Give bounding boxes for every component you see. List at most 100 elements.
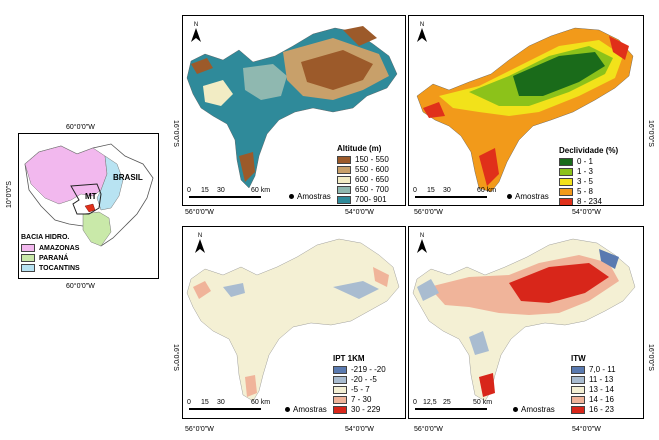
itw-map-panel: N ITW 7,0 - 11 11 - 13 13 - 14 14 - 16 1… [408,226,644,419]
inset-country-label: BRASIL [113,173,143,182]
itw-samples-legend: Amostras [513,405,555,414]
scale-tick: 15 [201,187,209,194]
altitude-lat-label: 16°0'0"S [172,120,179,147]
legend-swatch [333,386,347,394]
legend-swatch [559,198,573,205]
inset-legend-title: BACIA HIDRO. [21,234,70,241]
sample-dot-icon [285,407,290,412]
declividade-legend-title: Declividade (%) [559,146,619,155]
legend-label: 3 - 5 [577,177,594,186]
scale-tick: 0 [187,399,191,406]
legend-swatch [333,366,347,374]
legend-swatch [571,386,585,394]
scale-tick: 0 [413,187,417,194]
inset-legend-label: AMAZONAS [39,244,80,252]
declividade-map-panel: N Declividade (%) 0 - 1 1 - 3 3 - 5 5 - … [408,15,644,206]
legend-row: 3 - 5 [559,177,618,187]
north-label: N [419,22,425,28]
legend-row: 13 - 14 [571,385,616,395]
legend-row: 600 - 650 [337,175,389,185]
declividade-lon-right: 54°0'0"W [572,209,601,216]
legend-label: 16 - 23 [589,405,614,414]
legend-swatch [333,406,347,414]
ipt-samples-legend: Amostras [285,405,327,414]
scale-tick: 60 km [251,399,271,406]
legend-label: -20 - -5 [351,375,377,384]
legend-label: 1 - 3 [577,167,594,176]
legend-swatch [337,186,351,194]
inset-map [24,143,154,247]
sample-dot-icon [507,194,512,199]
ipt-scale-bar: 0 15 30 60 km [187,399,271,413]
samples-label: Amostras [521,405,555,414]
inset-lat-label: 10°0'0"S [6,181,13,208]
inset-swatch-parana [21,254,35,262]
legend-label: 650 - 700 [355,185,389,194]
scale-tick: 0 [187,187,191,194]
basin-parana [82,211,112,247]
altitude-scale-bar: 0 15 30 60 km [187,187,270,201]
declividade-legend: Declividade (%) 0 - 1 1 - 3 3 - 5 5 - 8 … [559,146,619,206]
legend-label: -5 - 7 [351,385,370,394]
legend-swatch [559,178,573,186]
north-label: N [193,22,199,28]
legend-label: 8 - 234 [577,197,602,206]
legend-label: 7,0 - 11 [589,365,616,374]
legend-row: 5 - 8 [559,187,618,197]
legend-swatch [571,376,585,384]
ipt-legend-title: IPT 1KM [333,354,365,363]
legend-swatch [559,168,573,176]
altitude-legend-title: Altitude (m) [337,144,382,153]
north-label: N [197,233,203,239]
legend-label: 5 - 8 [577,187,594,196]
legend-row: 16 - 23 [571,405,616,415]
legend-row: -20 - -5 [333,375,386,385]
ipt-lon-left: 56°0'0"W [185,426,214,433]
legend-label: 11 - 13 [589,375,614,384]
legend-row: 0 - 1 [559,157,618,167]
scale-tick: 12,5 [423,399,437,406]
legend-row: -5 - 7 [333,385,386,395]
legend-label: 550 - 600 [355,165,389,174]
ipt-lon-right: 54°0'0"W [345,426,374,433]
legend-label: 13 - 14 [589,385,614,394]
scale-tick: 30 [443,187,451,194]
legend-row: 14 - 16 [571,395,616,405]
inset-legend-label: PARANÁ [39,254,69,262]
study-area [84,203,96,213]
legend-row: 550 - 600 [337,165,389,175]
legend-row: 11 - 13 [571,375,616,385]
inset-swatch-tocantins [21,264,35,272]
itw-legend-title: ITW [571,354,586,363]
legend-label: 7 - 30 [351,395,372,404]
legend-label: 0 - 1 [577,157,594,166]
inset-top-lon: 60°0'0"W [66,124,95,131]
north-arrow: N [417,233,427,253]
legend-label: 30 - 229 [351,405,381,414]
north-arrow: N [195,233,205,253]
legend-row: 30 - 229 [333,405,386,415]
legend-swatch [337,196,351,204]
scale-tick: 30 [217,187,225,194]
legend-row: 700- 901 [337,195,389,205]
declividade-scale-bar: 0 15 30 60 km [413,187,496,201]
ipt-legend: IPT 1KM -219 - -20 -20 - -5 -5 - 7 7 - 3… [333,355,386,415]
legend-swatch [333,376,347,384]
basin-tocantins [96,155,124,211]
samples-label: Amostras [515,192,549,201]
inset-legend-row: PARANÁ [21,253,80,263]
legend-swatch [337,166,351,174]
declividade-samples-legend: Amostras [507,192,549,201]
samples-label: Amostras [293,405,327,414]
scale-tick: 0 [413,399,417,406]
inset-map-panel: BRASIL MT BACIA HIDRO. AMAZONAS PARANÁ T… [18,133,159,279]
legend-swatch [337,176,351,184]
altitude-map-panel: N Altitude (m) 150 - 550 550 - 600 600 -… [182,15,406,206]
itw-lat-label: 16°0'0"S [647,344,654,371]
legend-row: 1 - 3 [559,167,618,177]
samples-label: Amostras [297,192,331,201]
inset-swatch-amazonas [21,244,35,252]
declividade-lon-left: 56°0'0"W [414,209,443,216]
itw-scale-bar: 0 12,5 25 50 km [413,399,497,413]
legend-swatch [559,188,573,196]
